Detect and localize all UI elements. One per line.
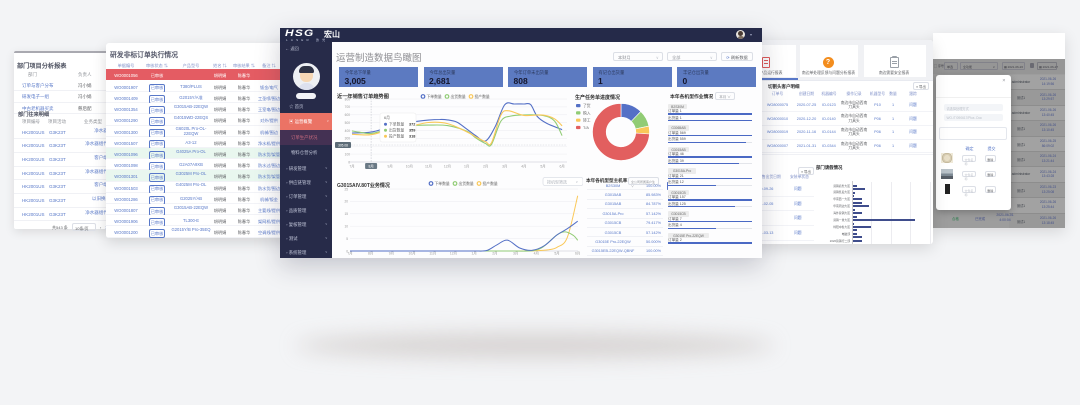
svg-text:20: 20 <box>344 200 348 204</box>
svg-text:400: 400 <box>345 129 351 133</box>
svg-text:10: 10 <box>344 225 348 229</box>
svg-text:1月: 1月 <box>464 165 469 169</box>
svg-text:15: 15 <box>344 212 348 216</box>
svg-text:100: 100 <box>345 152 351 156</box>
svg-text:300: 300 <box>345 137 351 141</box>
svg-text:生产任务单进度情况: 生产任务单进度情况 <box>575 94 620 101</box>
svg-text:G3015AIV.80T业务情况: G3015AIV.80T业务情况 <box>337 182 390 189</box>
svg-text:3月: 3月 <box>513 252 518 256</box>
svg-text:转工: 转工 <box>583 118 591 123</box>
svg-text:6月: 6月 <box>575 252 580 256</box>
svg-text:T/A: T/A <box>583 126 589 130</box>
svg-text:305.08: 305.08 <box>338 143 348 147</box>
svg-text:3月: 3月 <box>502 165 507 169</box>
svg-text:出货数量: 出货数量 <box>459 181 474 186</box>
svg-text:投产数量: 投产数量 <box>475 94 490 99</box>
svg-text:下单数量: 下单数量 <box>427 94 442 99</box>
svg-text:8月: 8月 <box>368 164 373 168</box>
svg-text:12月: 12月 <box>450 252 457 256</box>
svg-text:4月: 4月 <box>521 165 526 169</box>
svg-text:投产数量: 投产数量 <box>389 134 404 139</box>
svg-text:11月: 11月 <box>429 252 436 256</box>
svg-text:11月: 11月 <box>425 165 432 169</box>
svg-text:25: 25 <box>344 187 348 191</box>
svg-text:800: 800 <box>345 97 351 101</box>
svg-text:318: 318 <box>409 135 415 139</box>
svg-text:4月: 4月 <box>534 252 539 256</box>
svg-text:9月: 9月 <box>388 165 393 169</box>
svg-text:0: 0 <box>348 160 350 164</box>
svg-text:近一年销售订单趋势图: 近一年销售订单趋势图 <box>337 92 389 100</box>
svg-text:2月: 2月 <box>492 252 497 256</box>
svg-text:了货: 了货 <box>583 103 591 108</box>
svg-text:7月: 7月 <box>347 252 352 256</box>
svg-text:购入: 购入 <box>583 110 591 115</box>
svg-text:7月: 7月 <box>349 165 354 169</box>
svg-text:600: 600 <box>345 113 351 117</box>
svg-text:1月: 1月 <box>472 252 477 256</box>
svg-text:8月: 8月 <box>368 252 373 256</box>
svg-text:下单数量: 下单数量 <box>389 122 404 127</box>
svg-text:700: 700 <box>345 105 351 109</box>
svg-text:10月: 10月 <box>406 165 413 169</box>
svg-text:0: 0 <box>346 249 348 253</box>
svg-text:12月: 12月 <box>444 165 451 169</box>
svg-text:∨: ∨ <box>575 180 578 184</box>
svg-text:5月: 5月 <box>554 252 559 256</box>
svg-text:6月: 6月 <box>384 115 390 120</box>
svg-text:9月: 9月 <box>389 252 394 256</box>
svg-text:5月: 5月 <box>540 165 545 169</box>
svg-text:出货数量: 出货数量 <box>451 94 466 99</box>
svg-text:372: 372 <box>409 123 415 127</box>
svg-text:359: 359 <box>409 129 415 133</box>
svg-text:5: 5 <box>346 237 348 241</box>
svg-text:按机型筛选: 按机型筛选 <box>547 178 567 184</box>
svg-text:6月: 6月 <box>559 165 564 169</box>
svg-text:出货数量: 出货数量 <box>389 128 404 133</box>
svg-text:投产数量: 投产数量 <box>483 181 498 186</box>
svg-text:10月: 10月 <box>409 252 416 256</box>
svg-text:500: 500 <box>345 121 351 125</box>
svg-text:2月: 2月 <box>483 165 488 169</box>
svg-text:下单数量: 下单数量 <box>435 181 450 186</box>
